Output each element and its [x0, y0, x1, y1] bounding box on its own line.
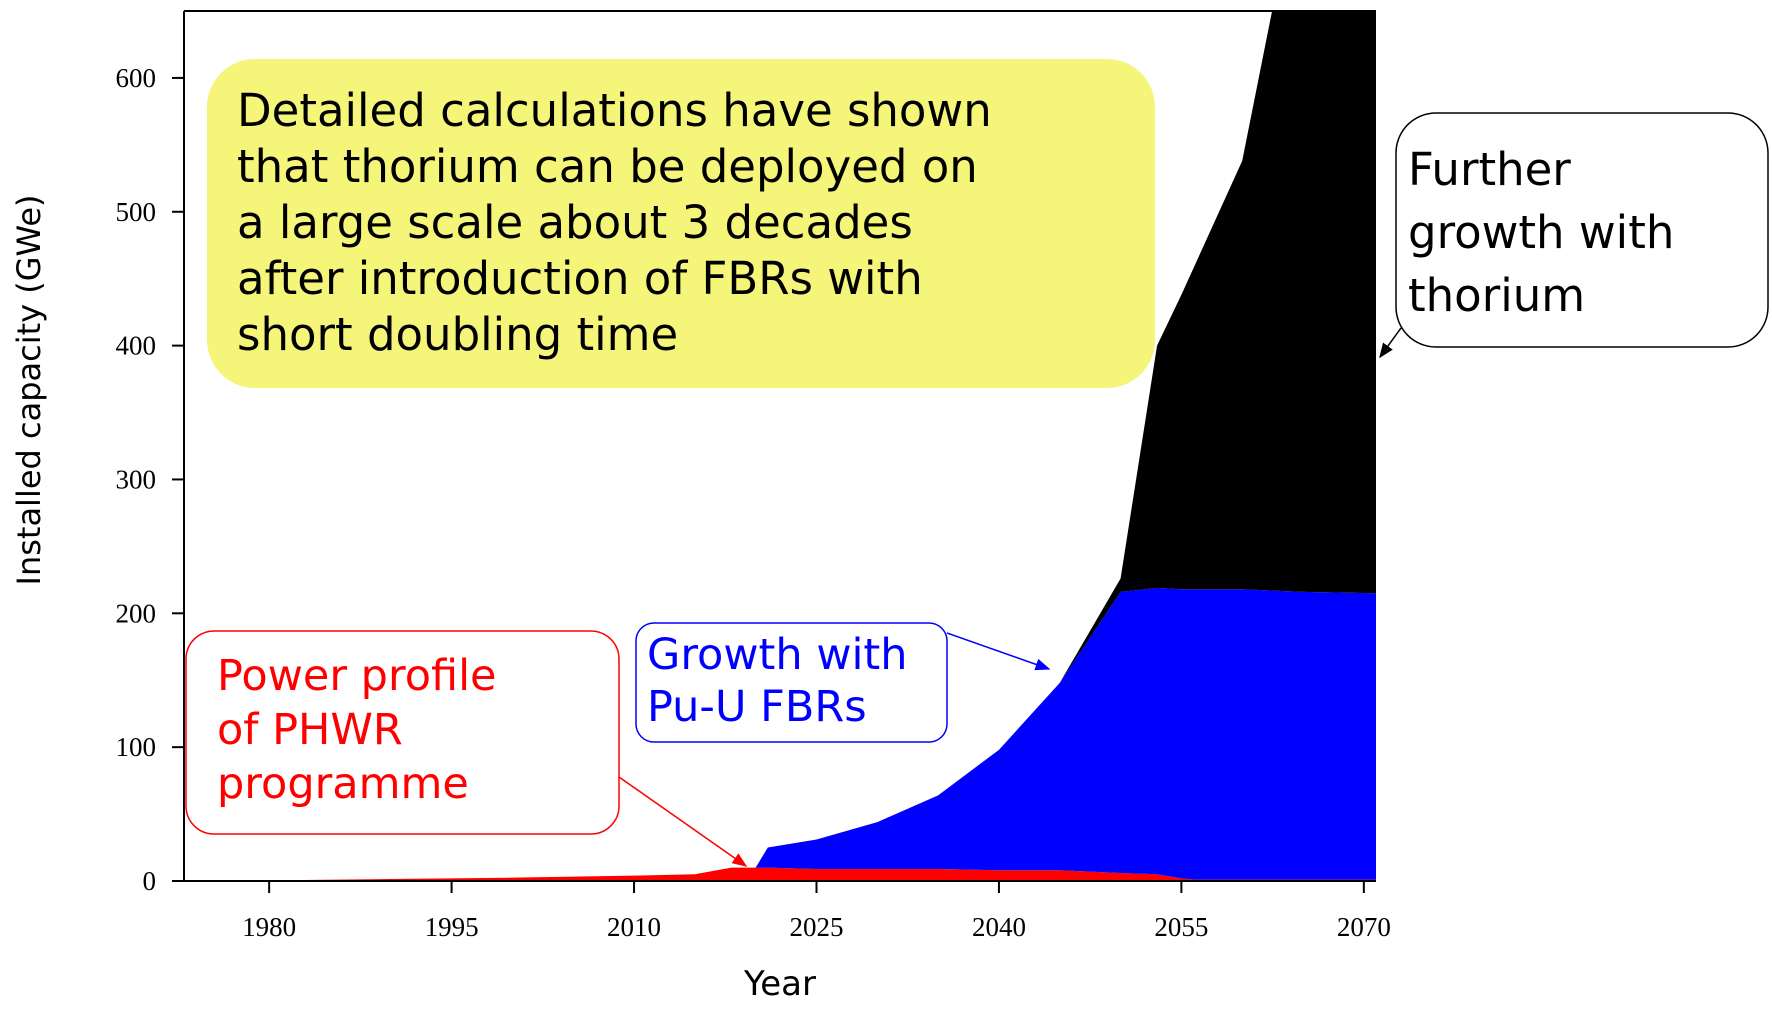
area — [184, 587, 1376, 881]
annotation-line: that thorium can be deployed on — [237, 140, 978, 193]
phwr-box — [185, 630, 620, 835]
annotation-line: growth with — [1408, 206, 1674, 259]
summary-box — [207, 59, 1155, 388]
x-tick-label: 1995 — [425, 912, 479, 942]
thorium-box — [1395, 112, 1769, 348]
annotation-line: Detailed calculations have shown — [237, 84, 992, 137]
thorium-text: Further growth with thorium — [1408, 143, 1674, 322]
y-axis-label: Installed capacity (GWe) — [10, 195, 48, 586]
y-tick-label: 300 — [116, 464, 157, 494]
fbr-box — [635, 622, 948, 743]
x-tick-label: 2070 — [1337, 912, 1391, 942]
y-tick-label: 400 — [116, 331, 157, 361]
y-tick-label: 500 — [116, 197, 157, 227]
axes — [172, 10, 1376, 893]
y-tick-label: 0 — [143, 866, 157, 896]
fbr-arrow — [946, 632, 1051, 671]
area — [184, 11, 1376, 881]
x-tick-label: 2025 — [789, 912, 843, 942]
annotation-line: a large scale about 3 decades — [237, 196, 913, 249]
x-tick-label: 2010 — [607, 912, 661, 942]
annotation-line: after introduction of FBRs with — [237, 252, 923, 305]
annotation-line: short doubling time — [237, 308, 678, 361]
x-tick-label: 1980 — [242, 912, 296, 942]
annotation-line: Pu-U FBRs — [647, 682, 867, 732]
areas — [184, 11, 1376, 881]
thorium-arrow — [1379, 327, 1402, 359]
annotation-line: of PHWR — [217, 705, 403, 755]
x-axis-label: Year — [743, 964, 816, 1004]
phwr-arrow — [618, 776, 748, 867]
area — [184, 867, 1376, 881]
annotation-line: thorium — [1408, 269, 1585, 322]
annotation-line: Further — [1408, 143, 1571, 196]
x-tick-label: 2040 — [972, 912, 1026, 942]
x-tick-label: 2055 — [1154, 912, 1208, 942]
y-tick-label: 600 — [116, 63, 157, 93]
y-tick-label: 100 — [116, 732, 157, 762]
annotation-line: programme — [217, 759, 469, 809]
annotation-line: Power profile — [217, 651, 497, 701]
annotation-line: Growth with — [647, 630, 908, 680]
y-tick-label: 200 — [116, 598, 157, 628]
